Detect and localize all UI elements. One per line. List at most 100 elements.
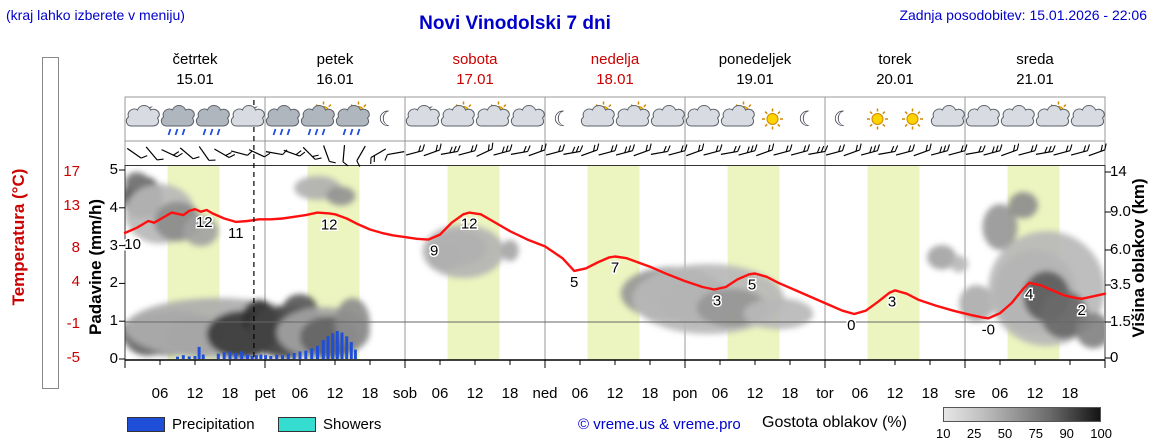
wind-barb (668, 144, 688, 156)
day-date: 21.01 (1016, 71, 1054, 88)
wind-barb (458, 144, 478, 156)
cloud-icon (1070, 105, 1105, 127)
rain-icon (209, 128, 214, 136)
temperature-colorbar (42, 57, 59, 389)
rain-icon (307, 128, 312, 136)
precipitation-tick-label: 2 (109, 274, 118, 292)
temp-value-label: 5 (748, 277, 756, 294)
cloud-icon (230, 105, 265, 127)
precipitation-label: Precipitation (172, 416, 255, 433)
cloud-blob (950, 255, 968, 273)
precip-bar (331, 333, 335, 359)
day-abbrev-label: tor (816, 385, 834, 402)
hour-tick-label: 18 (502, 385, 519, 402)
wind-barb (528, 143, 547, 157)
wind-barb (370, 148, 387, 165)
cloud-icon (440, 105, 475, 127)
wind-barb (1035, 145, 1056, 155)
cloud-layer (125, 172, 1104, 359)
sun-icon (902, 108, 923, 130)
wind-barb (230, 150, 253, 156)
wind-barb (860, 144, 880, 156)
wind-barb (545, 144, 565, 156)
cloud-icon (930, 105, 965, 127)
precip-bar (335, 331, 339, 359)
hour-tick-label: 06 (572, 385, 589, 402)
temp-value-label: 7 (611, 260, 619, 277)
cloud-blob (183, 215, 219, 247)
sun-icon (902, 108, 923, 130)
wind-barb (843, 143, 862, 157)
wind-barb (214, 148, 236, 159)
precip-bar (197, 346, 201, 359)
precip-bar (240, 351, 244, 359)
precip-bar (216, 353, 220, 359)
precip-bar (292, 353, 296, 359)
cloud-density-gradient (943, 407, 1101, 422)
cloud-blob (1040, 290, 1088, 339)
precip-bar (298, 351, 302, 359)
day-abbrev-label: ned (532, 385, 557, 402)
temp-value-label: 0 (847, 317, 855, 334)
hour-tick-label: 06 (852, 385, 869, 402)
precip-bar (286, 353, 290, 359)
day-abbrev-label: sre (955, 385, 976, 402)
hour-tick-label: 18 (922, 385, 939, 402)
precip-bar (275, 354, 279, 359)
precip-bar (234, 353, 238, 359)
moon-icon: ☾ (553, 108, 572, 131)
rain-icon (356, 128, 361, 136)
temperature-tick-label: 4 (71, 272, 80, 290)
sun-cloud-icon (720, 101, 755, 127)
precip-bar (259, 354, 263, 359)
day-abbrev-label: pet (255, 385, 277, 402)
day-date: 18.01 (596, 71, 634, 88)
precip-bar (310, 348, 314, 359)
cloud-icon (335, 105, 370, 127)
day-date: 15.01 (176, 71, 214, 88)
wind-barb (965, 145, 986, 155)
cloud-icon (510, 105, 545, 127)
wind-barb (283, 149, 306, 157)
wind-barb (248, 149, 271, 158)
density-tick-label: 50 (997, 426, 1013, 441)
temperature-tick-label: -5 (66, 349, 80, 366)
sun-cloud-icon (615, 101, 650, 127)
hour-tick-label: 06 (992, 385, 1009, 402)
hour-tick-label: 12 (1027, 385, 1044, 402)
hour-tick-label: 18 (362, 385, 379, 402)
precip-bar (326, 336, 330, 359)
precip-bar (254, 355, 258, 359)
cloud-blob (959, 285, 995, 322)
wind-barb (356, 145, 366, 167)
cloud-icon (720, 105, 755, 127)
sun-icon (762, 108, 783, 130)
density-tick-label: 75 (1028, 426, 1044, 441)
precipitation-tick-label: 4 (109, 198, 118, 216)
cloud-icon (475, 105, 510, 127)
temperature-value-labels: 10 12 11 12 9 12 5 7 3 5 0 3 -0 4 2 (123, 212, 1088, 339)
precip-bar (349, 342, 353, 359)
showers-swatch (278, 417, 316, 432)
rain-icon (286, 128, 291, 136)
wind-barb (686, 143, 705, 157)
page-title: Novi Vinodolski 7 dni (419, 13, 611, 34)
cloud-icon (685, 105, 720, 127)
cloud-icon (125, 105, 160, 127)
wind-barb (440, 145, 461, 155)
wind-barb (790, 144, 810, 156)
rain-icon (167, 128, 172, 136)
precip-bar (353, 349, 357, 359)
precipitation-tick-label: 5 (109, 161, 118, 178)
moon-icon: ☾ (798, 108, 817, 131)
day-abbrev-label: pon (672, 385, 697, 402)
wind-barb (1018, 144, 1038, 156)
wind-barb (1088, 143, 1107, 157)
temp-value-label: 3 (888, 293, 896, 310)
daylight-band (867, 165, 920, 360)
day-date: 16.01 (316, 71, 354, 88)
wind-barb (179, 147, 200, 160)
temp-value-label: 12 (196, 214, 213, 231)
sun-rain-cloud-icon (300, 101, 335, 136)
